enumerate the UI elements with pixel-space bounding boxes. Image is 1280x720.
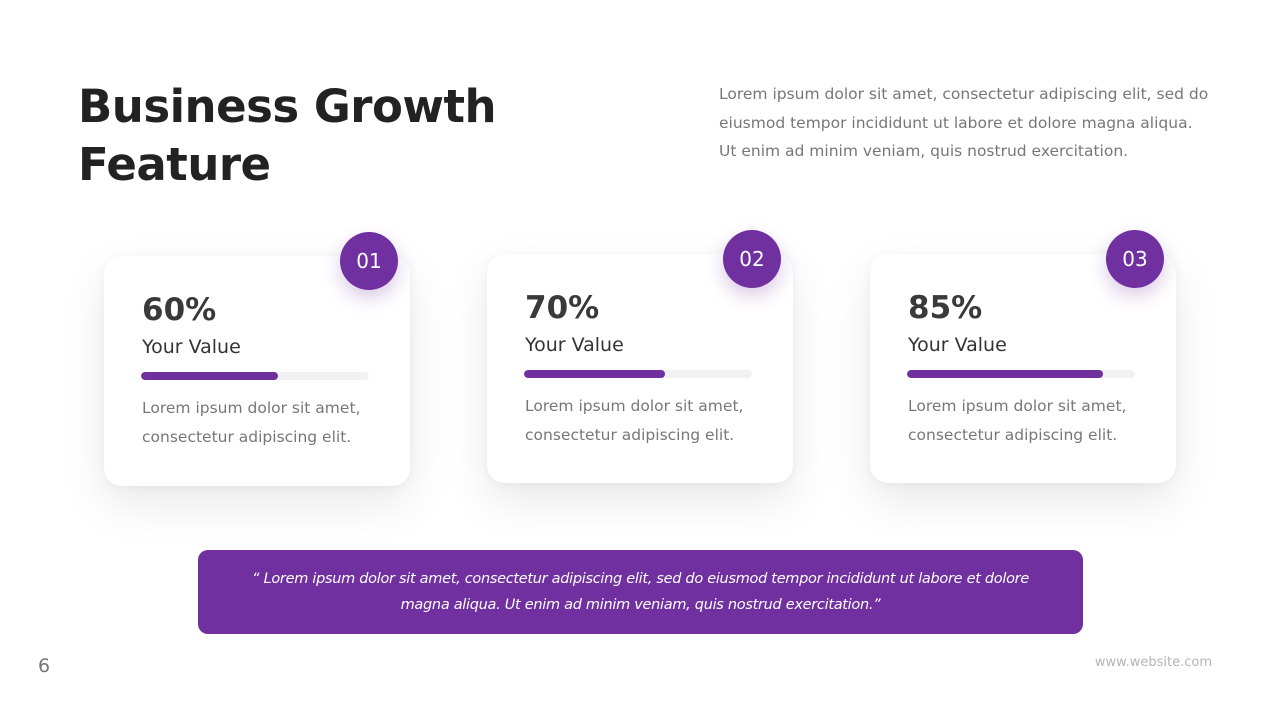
card-number-badge: 02 xyxy=(723,230,781,288)
feature-card-2: 02 70% Your Value Lorem ipsum dolor sit … xyxy=(487,230,793,483)
card-percent: 85% xyxy=(908,290,983,326)
card-value-label: Your Value xyxy=(525,334,624,356)
intro-text: Lorem ipsum dolor sit amet, consectetur … xyxy=(719,85,1209,160)
progress-track xyxy=(907,370,1135,378)
card-value-label: Your Value xyxy=(908,334,1007,356)
card-description: Lorem ipsum dolor sit amet, consectetur … xyxy=(908,397,1127,444)
card-description: Lorem ipsum dolor sit amet, consectetur … xyxy=(525,397,744,444)
progress-fill xyxy=(141,372,278,380)
card-percent: 60% xyxy=(142,292,217,328)
card-percent: 70% xyxy=(525,290,600,326)
page-number: 6 xyxy=(38,655,51,677)
title-line-2: Feature xyxy=(78,138,271,191)
quote-banner: “ Lorem ipsum dolor sit amet, consectetu… xyxy=(198,550,1083,634)
card-value-label: Your Value xyxy=(142,336,241,358)
progress-fill xyxy=(907,370,1104,378)
title-line-1: Business Growth xyxy=(78,80,497,133)
progress-fill xyxy=(524,370,666,378)
card-number-badge: 01 xyxy=(340,232,398,290)
quote-text: “ Lorem ipsum dolor sit amet, consectetu… xyxy=(252,571,1029,613)
card-number-badge: 03 xyxy=(1106,230,1164,288)
progress-track xyxy=(524,370,752,378)
slide-title: Business Growth Feature xyxy=(78,78,598,194)
card-description: Lorem ipsum dolor sit amet, consectetur … xyxy=(142,399,361,446)
feature-card-1: 01 60% Your Value Lorem ipsum dolor sit … xyxy=(104,232,410,486)
progress-track xyxy=(141,372,369,380)
website-link[interactable]: www.website.com xyxy=(1094,655,1212,670)
feature-card-3: 03 85% Your Value Lorem ipsum dolor sit … xyxy=(870,230,1176,483)
